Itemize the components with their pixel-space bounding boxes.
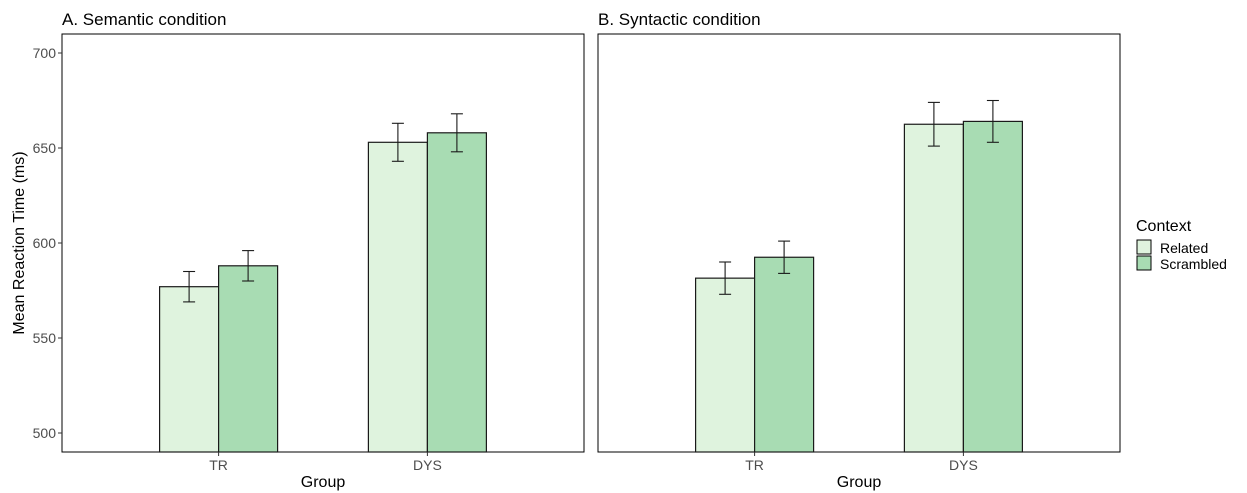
bar-dys-scrambled xyxy=(426,132,487,453)
panel-b-error-bars xyxy=(719,99,999,295)
panel-semantic: A. Semantic condition TR DYS 500 550 600 650… xyxy=(33,10,585,491)
x-tick-label: TR xyxy=(745,457,764,473)
error-bar-tr-scrambled xyxy=(242,250,255,282)
panel-a-title: A. Semantic condition xyxy=(62,10,226,29)
bar-tr-related xyxy=(694,277,756,453)
legend-swatch-scrambled xyxy=(1136,255,1152,271)
legend-label-scrambled: Scrambled xyxy=(1160,256,1227,272)
x-tick-label: DYS xyxy=(413,457,442,473)
bar-tr-scrambled xyxy=(218,265,279,453)
panel-a-y-ticks: 500 550 600 650 700 xyxy=(33,45,62,441)
panel-a-x-axis-title: Group xyxy=(301,474,346,491)
bar-dys-related xyxy=(367,141,428,453)
panel-b-frame xyxy=(597,33,1121,453)
x-tick-label: TR xyxy=(209,457,228,473)
y-tick-label: 500 xyxy=(33,425,57,441)
error-bar-tr-related xyxy=(719,261,732,295)
panel-a-bars xyxy=(159,132,487,453)
legend-title: Context xyxy=(1136,218,1192,235)
panel-b-x-axis-title: Group xyxy=(837,474,882,491)
error-bar-dys-related xyxy=(391,122,404,162)
error-bar-tr-related xyxy=(183,270,196,303)
bar-tr-related xyxy=(159,286,220,453)
error-bar-dys-related xyxy=(927,101,940,147)
y-tick-label: 650 xyxy=(33,140,57,156)
panel-b-bars xyxy=(694,120,1024,453)
panel-b-x-ticks: TR DYS xyxy=(745,452,978,473)
x-tick-label: DYS xyxy=(949,457,978,473)
y-axis-title: Mean Reaction Time (ms) xyxy=(11,151,28,334)
error-bar-dys-scrambled xyxy=(450,113,463,153)
error-bar-dys-scrambled xyxy=(986,99,999,143)
bar-dys-related xyxy=(903,123,965,453)
y-tick-label: 550 xyxy=(33,330,57,346)
panel-a-frame xyxy=(61,33,585,453)
bar-dys-scrambled xyxy=(962,120,1024,453)
y-tick-label: 700 xyxy=(33,45,57,61)
legend-label-related: Related xyxy=(1160,240,1208,256)
panel-b-title: B. Syntactic condition xyxy=(598,10,761,29)
panel-a-error-bars xyxy=(183,113,463,303)
error-bar-tr-scrambled xyxy=(778,240,791,274)
bar-tr-scrambled xyxy=(753,256,815,453)
y-tick-label: 600 xyxy=(33,235,57,251)
panel-syntactic: B. Syntactic condition TR DYS Group xyxy=(597,10,1121,491)
legend-swatch-related xyxy=(1136,239,1152,255)
legend: Context Related Scrambled xyxy=(1136,218,1227,272)
panel-a-x-ticks: TR DYS xyxy=(209,452,442,473)
